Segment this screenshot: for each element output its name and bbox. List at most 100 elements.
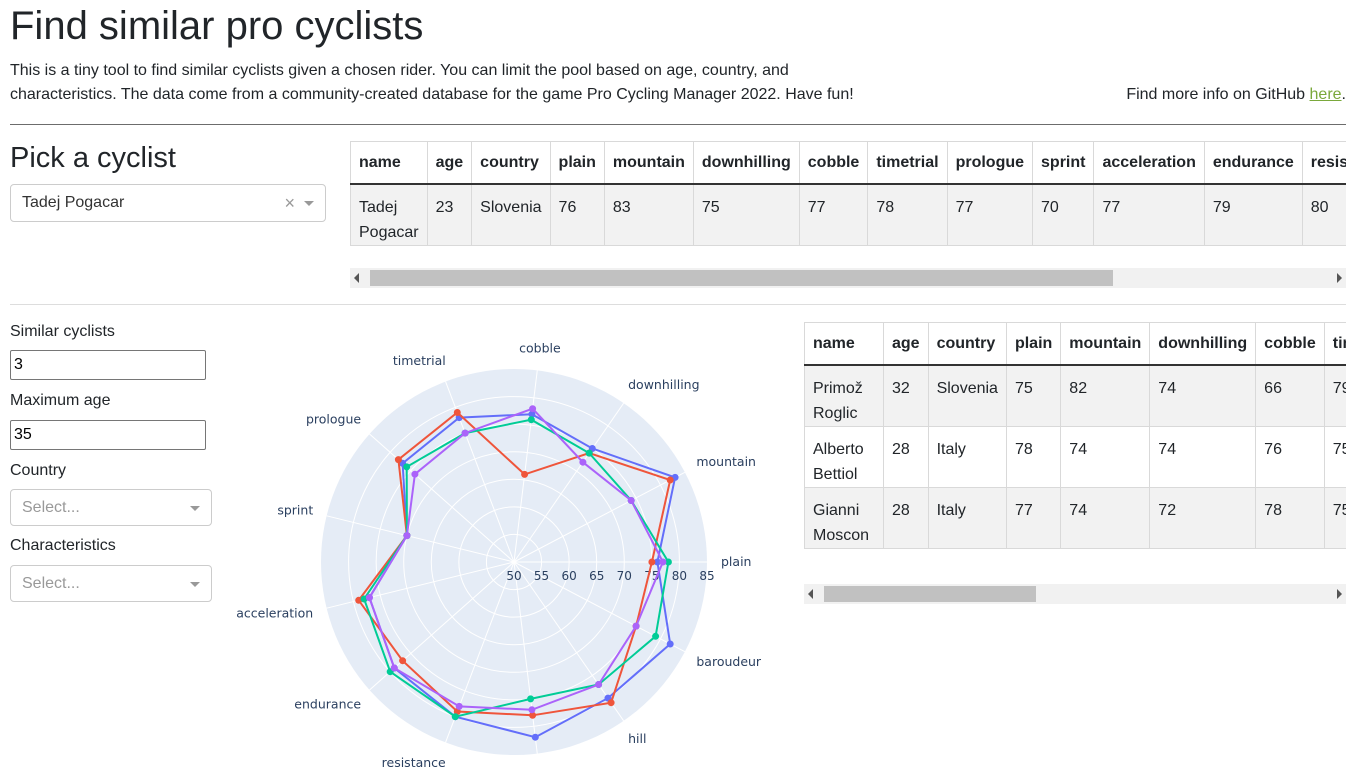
column-header-cobble: cobble	[1255, 322, 1325, 366]
country-dropdown[interactable]: Select...	[10, 489, 212, 526]
github-info: Find more info on GitHub here.	[1126, 83, 1346, 107]
page-title: Find similar pro cyclists	[10, 4, 424, 48]
cyclist-dropdown[interactable]: Tadej Pogacar ×	[10, 184, 326, 222]
column-header-country: country	[927, 322, 1007, 366]
scrollbar-thumb[interactable]	[824, 586, 1036, 602]
table-cell: 82	[1060, 364, 1151, 427]
series-point-1	[521, 470, 529, 478]
country-placeholder: Select...	[22, 499, 80, 516]
table-cell: Gianni Moscon	[804, 487, 884, 549]
table-cell: Tadej Pogacar	[350, 183, 428, 246]
series-point-3	[595, 681, 603, 688]
table-cell: 74	[1149, 364, 1257, 427]
table-row[interactable]: Gianni Moscon28Italy7774727875	[804, 487, 1346, 549]
axis-label-cobble: cobble	[519, 341, 561, 356]
country-label: Country	[10, 462, 67, 479]
axis-label-acceleration: acceleration	[236, 605, 313, 620]
series-point-3	[579, 458, 587, 466]
github-link[interactable]: here	[1309, 86, 1342, 103]
maximum-age-label: Maximum age	[10, 392, 111, 409]
axis-label-recuperation: recuperation	[500, 767, 580, 770]
column-header-downhilling: downhilling	[1149, 322, 1257, 366]
chevron-down-icon[interactable]	[304, 201, 314, 206]
column-header-plain: plain	[549, 141, 605, 185]
scroll-left-icon[interactable]	[354, 273, 359, 283]
series-point-0	[666, 640, 674, 648]
table-cell: 80	[1301, 183, 1346, 246]
series-point-1	[607, 699, 615, 707]
table-cell: 66	[1255, 364, 1325, 427]
clear-icon[interactable]: ×	[284, 193, 295, 213]
chevron-down-icon[interactable]	[190, 506, 200, 511]
similar-cyclists-table: name age country plain mountain downhilling co…	[804, 322, 1346, 569]
series-point-3	[627, 497, 635, 504]
selected-cyclist-table: name age country plain mountain downhilling co…	[350, 141, 1346, 253]
series-point-1	[355, 596, 363, 604]
chevron-down-icon[interactable]	[190, 582, 200, 587]
table-row[interactable]: Primož Roglic32Slovenia7582746679	[804, 364, 1346, 427]
table-cell: 28	[883, 426, 929, 488]
series-point-0	[653, 558, 661, 566]
column-header-endurance: endurance	[1203, 141, 1303, 185]
scroll-left-icon[interactable]	[808, 589, 813, 599]
angular-gridline	[326, 515, 515, 563]
series-point-3	[411, 470, 419, 478]
table-row[interactable]: Alberto Bettiol28Italy7874747675	[804, 426, 1346, 488]
series-point-1	[648, 558, 656, 566]
radial-tick-label: 55	[534, 569, 549, 583]
radial-tick-label: 85	[699, 569, 714, 583]
series-point-2	[585, 449, 593, 457]
table-cell: Primož Roglic	[804, 364, 884, 427]
axis-label-hill: hill	[628, 731, 646, 746]
selected-table-scrollbar[interactable]	[350, 268, 1346, 288]
pick-cyclist-heading: Pick a cyclist	[10, 142, 176, 174]
table-cell: 78	[1005, 426, 1062, 488]
radial-tick-label: 65	[589, 569, 604, 583]
series-point-3	[390, 664, 398, 672]
table-cell: Alberto Bettiol	[804, 426, 884, 488]
table-cell: 78	[867, 183, 948, 246]
table-cell: 74	[1060, 426, 1151, 488]
table-cell: 23	[426, 183, 473, 246]
table-cell: 77	[1093, 183, 1205, 246]
similar-cyclists-label: Similar cyclists	[10, 323, 115, 340]
series-point-2	[360, 595, 368, 603]
radial-tick-label: 50	[506, 569, 521, 583]
table-cell: 32	[883, 364, 929, 427]
characteristics-dropdown[interactable]: Select...	[10, 565, 212, 602]
series-point-1	[394, 456, 402, 464]
section-divider	[10, 304, 1346, 305]
column-header-downhilling: downhilling	[692, 141, 800, 185]
table-row[interactable]: Tadej Pogacar 23 Slovenia 76 83 75 77 78 77 70 77 7…	[350, 183, 1346, 246]
table-cell: 75	[1005, 364, 1062, 427]
scroll-right-icon[interactable]	[1337, 589, 1342, 599]
scroll-right-icon[interactable]	[1337, 273, 1342, 283]
column-header-sprint: sprint	[1032, 141, 1095, 185]
scrollbar-thumb[interactable]	[370, 270, 1113, 286]
series-point-0	[528, 410, 536, 418]
axis-label-endurance: endurance	[294, 697, 361, 712]
column-header-tim: tim	[1323, 322, 1346, 366]
series-point-1	[399, 657, 407, 665]
similar-table-scrollbar[interactable]	[804, 584, 1346, 604]
table-cell: 78	[1255, 487, 1325, 549]
angular-gridline	[369, 433, 515, 563]
column-header-resista: resista	[1301, 141, 1346, 185]
table-cell: 77	[1005, 487, 1062, 549]
column-header-plain: plain	[1005, 322, 1062, 366]
table-cell: 77	[946, 183, 1034, 246]
table-cell: 74	[1060, 487, 1151, 549]
column-header-age: age	[883, 322, 929, 366]
axis-label-prologue: prologue	[306, 411, 361, 426]
column-header-name: name	[350, 141, 428, 185]
maximum-age-input[interactable]: 35	[10, 420, 206, 450]
radial-tick-label: 70	[617, 569, 632, 583]
series-point-2	[664, 558, 672, 566]
table-cell: 76	[1255, 426, 1325, 488]
table-cell: 79	[1323, 364, 1346, 427]
angular-gridline	[513, 561, 625, 722]
similar-cyclists-input[interactable]: 3	[10, 350, 206, 380]
column-header-age: age	[426, 141, 473, 185]
axis-label-resistance: resistance	[382, 755, 446, 770]
radial-tick-label: 60	[562, 569, 577, 583]
